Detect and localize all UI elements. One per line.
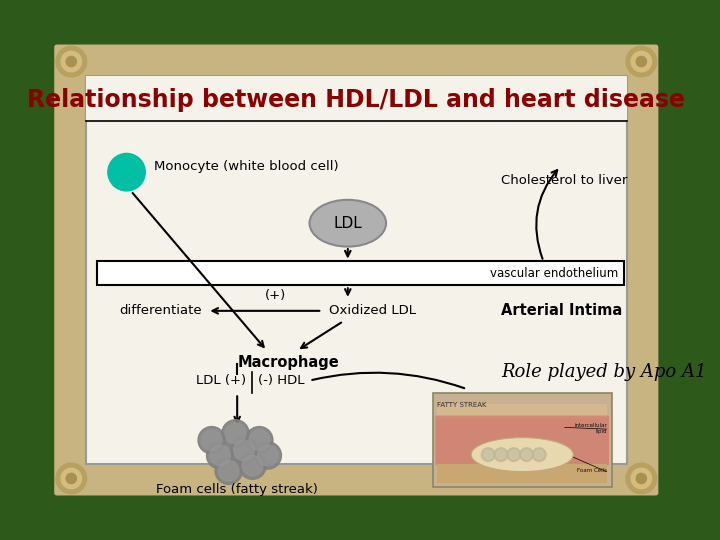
Circle shape (510, 450, 518, 459)
Circle shape (215, 457, 243, 484)
Bar (433, 393, 611, 487)
Bar (86, 76, 627, 120)
Circle shape (61, 51, 81, 72)
Circle shape (631, 468, 652, 489)
Circle shape (222, 420, 249, 447)
Circle shape (210, 446, 230, 465)
FancyBboxPatch shape (436, 415, 609, 465)
Ellipse shape (310, 200, 386, 247)
Text: vascular endothelium: vascular endothelium (490, 267, 618, 280)
Text: intercellular
lipid: intercellular lipid (575, 423, 607, 434)
Circle shape (484, 450, 492, 459)
Circle shape (230, 437, 258, 464)
Circle shape (234, 440, 254, 461)
Circle shape (636, 57, 647, 66)
Text: FATTY STREAK: FATTY STREAK (437, 402, 487, 408)
Circle shape (631, 51, 652, 72)
Text: LDL (+): LDL (+) (196, 374, 246, 387)
Circle shape (218, 461, 239, 481)
Circle shape (56, 463, 86, 494)
Bar (437, 403, 607, 419)
Circle shape (66, 474, 76, 483)
Circle shape (66, 57, 76, 66)
Text: Relationship between HDL/LDL and heart disease: Relationship between HDL/LDL and heart d… (27, 88, 685, 112)
Circle shape (108, 153, 145, 191)
Circle shape (207, 442, 234, 469)
Circle shape (56, 46, 86, 77)
Circle shape (61, 468, 81, 489)
Text: (+): (+) (265, 289, 286, 302)
Circle shape (239, 452, 266, 480)
Ellipse shape (471, 437, 573, 471)
Circle shape (522, 450, 531, 459)
Bar (437, 464, 607, 483)
Circle shape (520, 448, 534, 462)
Bar (96, 261, 624, 285)
Circle shape (198, 427, 225, 454)
Text: Monocyte (white blood cell): Monocyte (white blood cell) (154, 160, 338, 173)
Text: (-) HDL: (-) HDL (258, 374, 305, 387)
Circle shape (532, 448, 546, 462)
FancyBboxPatch shape (54, 44, 658, 496)
Circle shape (202, 430, 222, 450)
Circle shape (246, 427, 273, 454)
Circle shape (535, 450, 544, 459)
Circle shape (225, 423, 246, 443)
Circle shape (249, 430, 269, 450)
Circle shape (243, 455, 263, 476)
Circle shape (258, 446, 278, 465)
Text: Arterial Intima: Arterial Intima (501, 303, 622, 319)
Bar (86, 76, 627, 464)
Circle shape (482, 448, 495, 462)
Text: Role played by Apo A1: Role played by Apo A1 (501, 363, 706, 381)
Text: Macrophage: Macrophage (238, 355, 339, 370)
Text: Oxidized LDL: Oxidized LDL (329, 305, 416, 318)
Text: differentiate: differentiate (119, 305, 202, 318)
Circle shape (254, 442, 282, 469)
Circle shape (636, 474, 647, 483)
Circle shape (497, 450, 505, 459)
Circle shape (626, 46, 657, 77)
Circle shape (494, 448, 508, 462)
Text: LDL: LDL (333, 215, 362, 231)
Circle shape (507, 448, 521, 462)
Text: Foam Cells: Foam Cells (577, 468, 607, 473)
Circle shape (626, 463, 657, 494)
Text: Cholesterol to liver: Cholesterol to liver (501, 174, 627, 187)
Text: Foam cells (fatty streak): Foam cells (fatty streak) (156, 483, 318, 496)
